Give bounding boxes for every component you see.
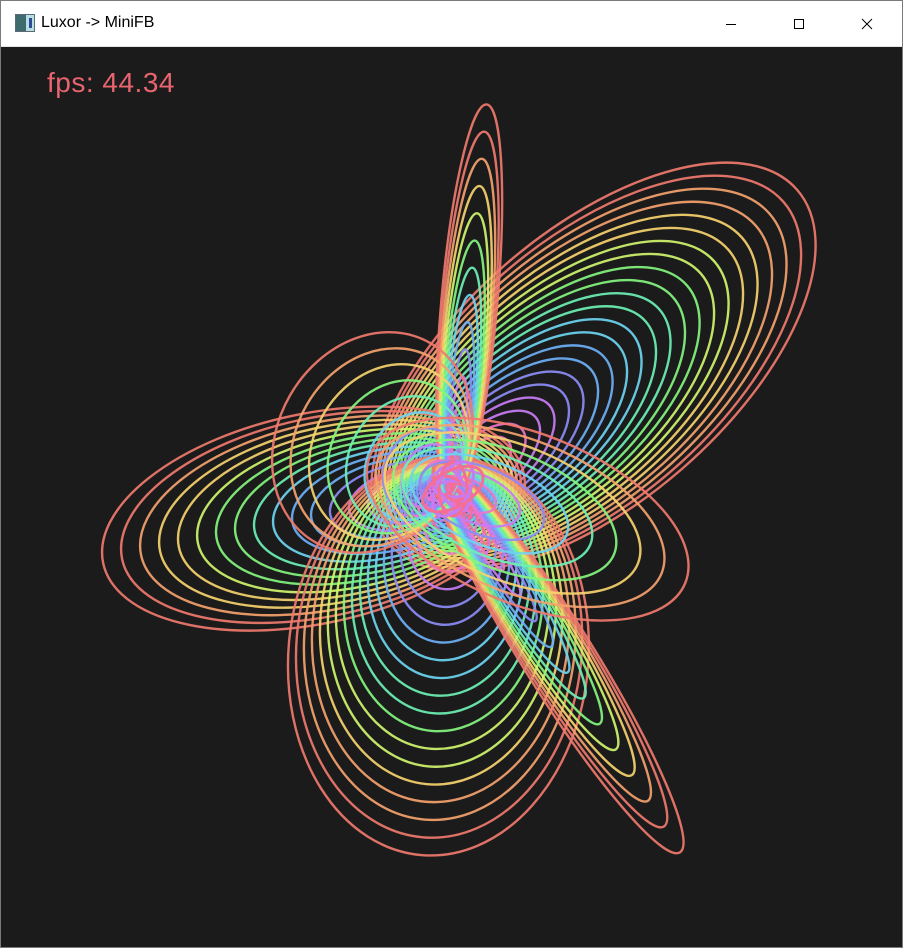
artwork-loop <box>365 416 690 622</box>
maximize-icon <box>794 18 804 29</box>
minimize-icon <box>726 23 736 25</box>
artwork-loop <box>400 445 594 568</box>
artwork-loop <box>376 187 788 566</box>
rainbow-loops-artwork <box>100 103 817 857</box>
artwork-loop <box>409 453 570 555</box>
artwork-center-knot <box>421 464 485 514</box>
artwork-loop <box>444 477 538 623</box>
artwork-center-knot <box>431 460 475 518</box>
title-bar[interactable]: Luxor -> MiniFB <box>1 1 902 47</box>
artwork-center-knot <box>437 460 469 518</box>
artwork-loop <box>374 423 666 609</box>
artwork-loop <box>418 460 546 542</box>
minimize-button[interactable] <box>697 1 765 46</box>
window-title: Luxor -> MiniFB <box>41 14 155 31</box>
fps-counter: fps: 44.34 <box>47 67 175 98</box>
maximize-button[interactable] <box>765 1 833 46</box>
artwork-loop <box>392 438 618 582</box>
app-window-icon[interactable] <box>15 14 35 32</box>
artwork-center-knot <box>435 465 471 513</box>
artwork-loop <box>138 414 519 617</box>
close-button[interactable] <box>833 1 901 46</box>
render-canvas[interactable]: fps: 44.34 <box>1 47 902 947</box>
artwork-loop <box>383 431 642 595</box>
close-icon <box>861 18 873 29</box>
